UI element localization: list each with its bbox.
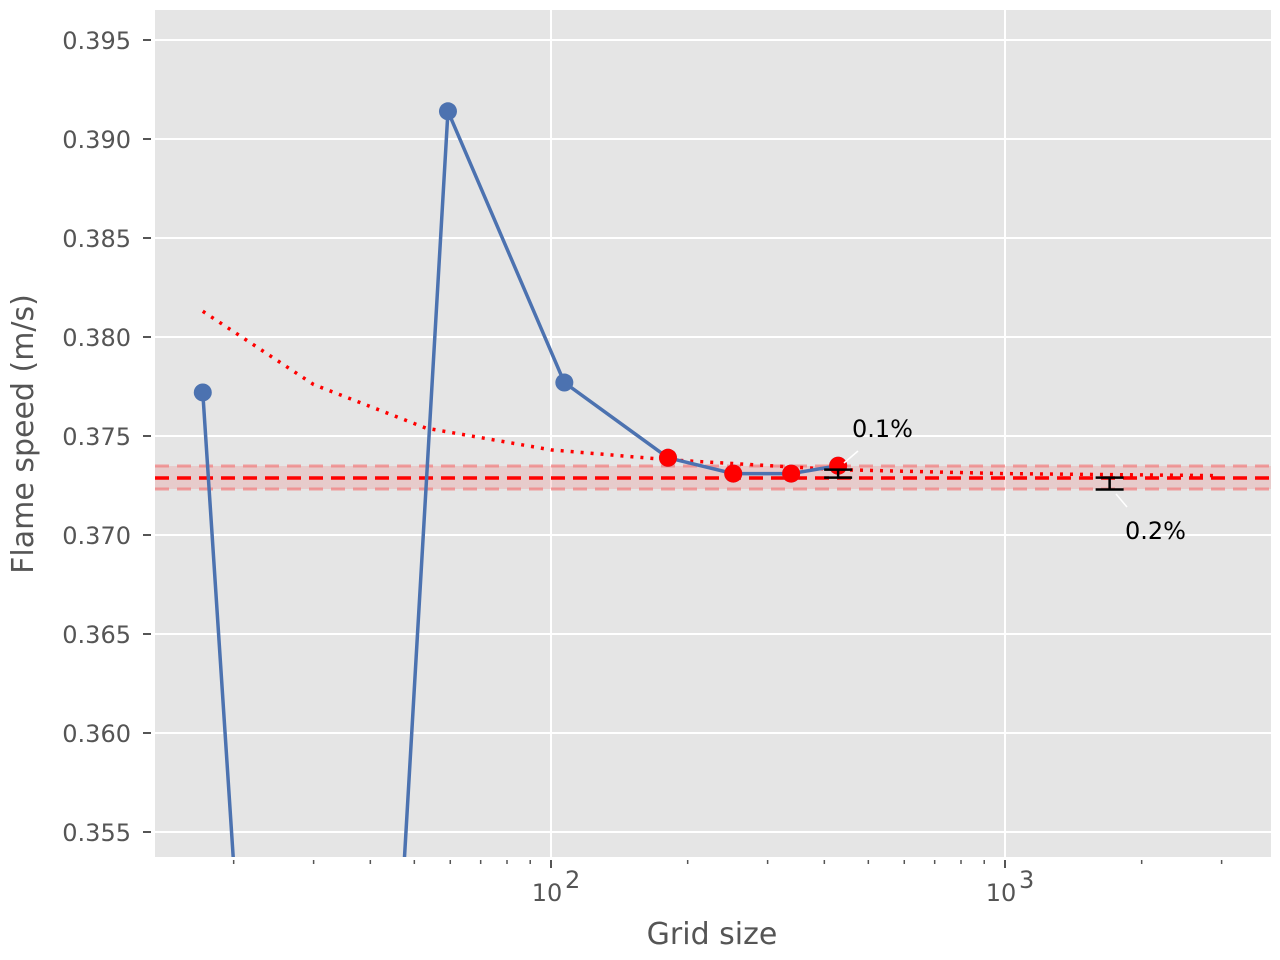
fit-curve xyxy=(201,309,1215,478)
y-tick-label: 0.360 xyxy=(62,720,131,748)
x-axis: 10 2 10 3 xyxy=(232,860,1223,907)
annotation-arrow-0-1 xyxy=(843,450,859,464)
converged-point-marker xyxy=(782,464,801,483)
y-tick-label: 0.390 xyxy=(62,126,131,154)
y-tick-label: 0.355 xyxy=(62,819,131,847)
converged-point-marker xyxy=(724,464,743,483)
y-tick-label: 0.385 xyxy=(62,225,131,253)
y-tick-label: 0.380 xyxy=(62,324,131,352)
converged-point-marker xyxy=(658,448,677,467)
data-point-marker xyxy=(555,373,574,392)
data-point-marker xyxy=(438,102,457,121)
y-tick-label: 0.365 xyxy=(62,621,131,649)
data-point-marker xyxy=(193,383,212,402)
x-tick-exponent: 3 xyxy=(1019,866,1034,894)
series-layer xyxy=(193,102,1215,857)
y-tick-label: 0.370 xyxy=(62,522,131,550)
error-bars xyxy=(824,468,1124,491)
y-tick-label: 0.395 xyxy=(62,27,131,55)
x-axis-title: Grid size xyxy=(647,917,778,952)
x-tick-label: 10 xyxy=(986,879,1017,907)
y-axis: 0.355 0.360 0.365 0.370 0.375 0.380 0.385 0.390… xyxy=(62,27,151,847)
annotation-0-1pct: 0.1% xyxy=(852,415,913,443)
gridlines xyxy=(155,10,1271,857)
annotation-arrow-0-2 xyxy=(1115,493,1128,508)
x-tick-exponent: 2 xyxy=(565,866,580,894)
y-tick-label: 0.375 xyxy=(62,423,131,451)
plot-area xyxy=(155,10,1271,857)
annotation-0-2pct: 0.2% xyxy=(1125,517,1186,545)
x-tick-label: 10 xyxy=(532,879,563,907)
y-axis-title: Flame speed (m/s) xyxy=(6,294,41,574)
